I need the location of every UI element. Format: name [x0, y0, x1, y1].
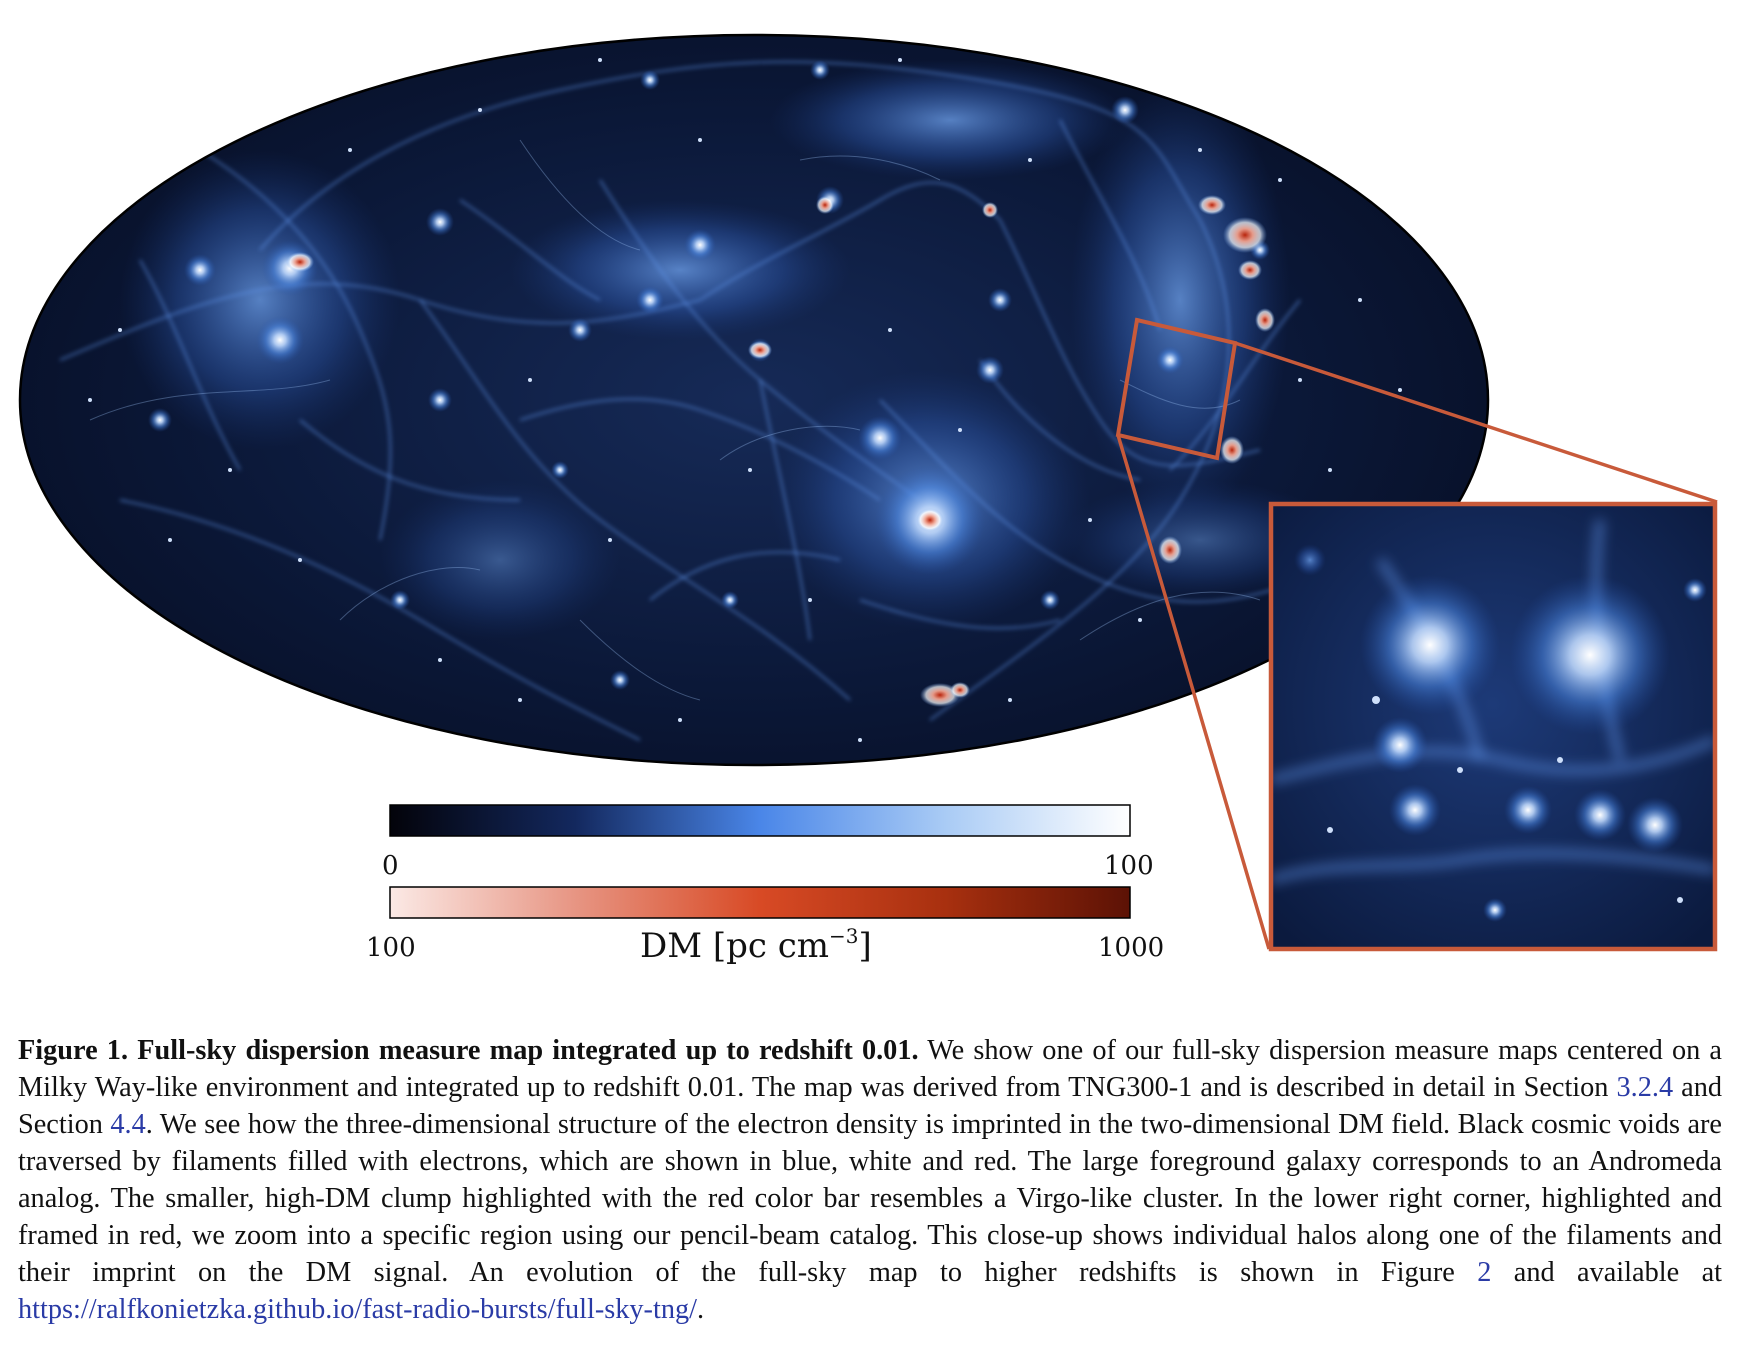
- connector-line-top: [1234, 341, 1718, 504]
- colorbar-red-min-label: 100: [366, 933, 416, 963]
- zoom-inset-frame: [1268, 501, 1718, 952]
- figure-graphic: [18, 33, 1718, 952]
- figure-ref-link[interactable]: 2: [1477, 1257, 1492, 1288]
- section-ref-link[interactable]: 3.2.4: [1616, 1072, 1674, 1103]
- project-url-link[interactable]: https://ralfkonietzka.github.io/fast-rad…: [18, 1294, 698, 1325]
- sky-map-border: [18, 33, 1490, 767]
- colorbar-red: [389, 886, 1131, 919]
- zoom-region-outline: [1115, 317, 1238, 461]
- figure-title: Full-sky dispersion measure map integrat…: [137, 1035, 919, 1066]
- colorbar-blue: [389, 804, 1131, 837]
- figure-caption: Figure 1. Full-sky dispersion measure ma…: [18, 1035, 1723, 1325]
- figure-label: Figure 1.: [18, 1035, 129, 1066]
- colorbar-axis-label: DM [pc cm−3]: [640, 924, 872, 966]
- figure-panel: 0 100 100 1000 DM [pc cm−3]: [18, 33, 1718, 966]
- point-sources: [88, 58, 1402, 742]
- zoom-inset: [1271, 504, 1715, 949]
- colorbar-blue-max-label: 100: [1104, 851, 1154, 881]
- connector-line-bottom: [1116, 434, 1271, 950]
- halos-red: [286, 195, 1275, 707]
- colorbar-blue-min-label: 0: [382, 851, 399, 881]
- filament-web-fine: [89, 139, 1261, 701]
- section-ref-link[interactable]: 4.4: [110, 1109, 146, 1140]
- colorbar-red-max-label: 1000: [1098, 933, 1165, 963]
